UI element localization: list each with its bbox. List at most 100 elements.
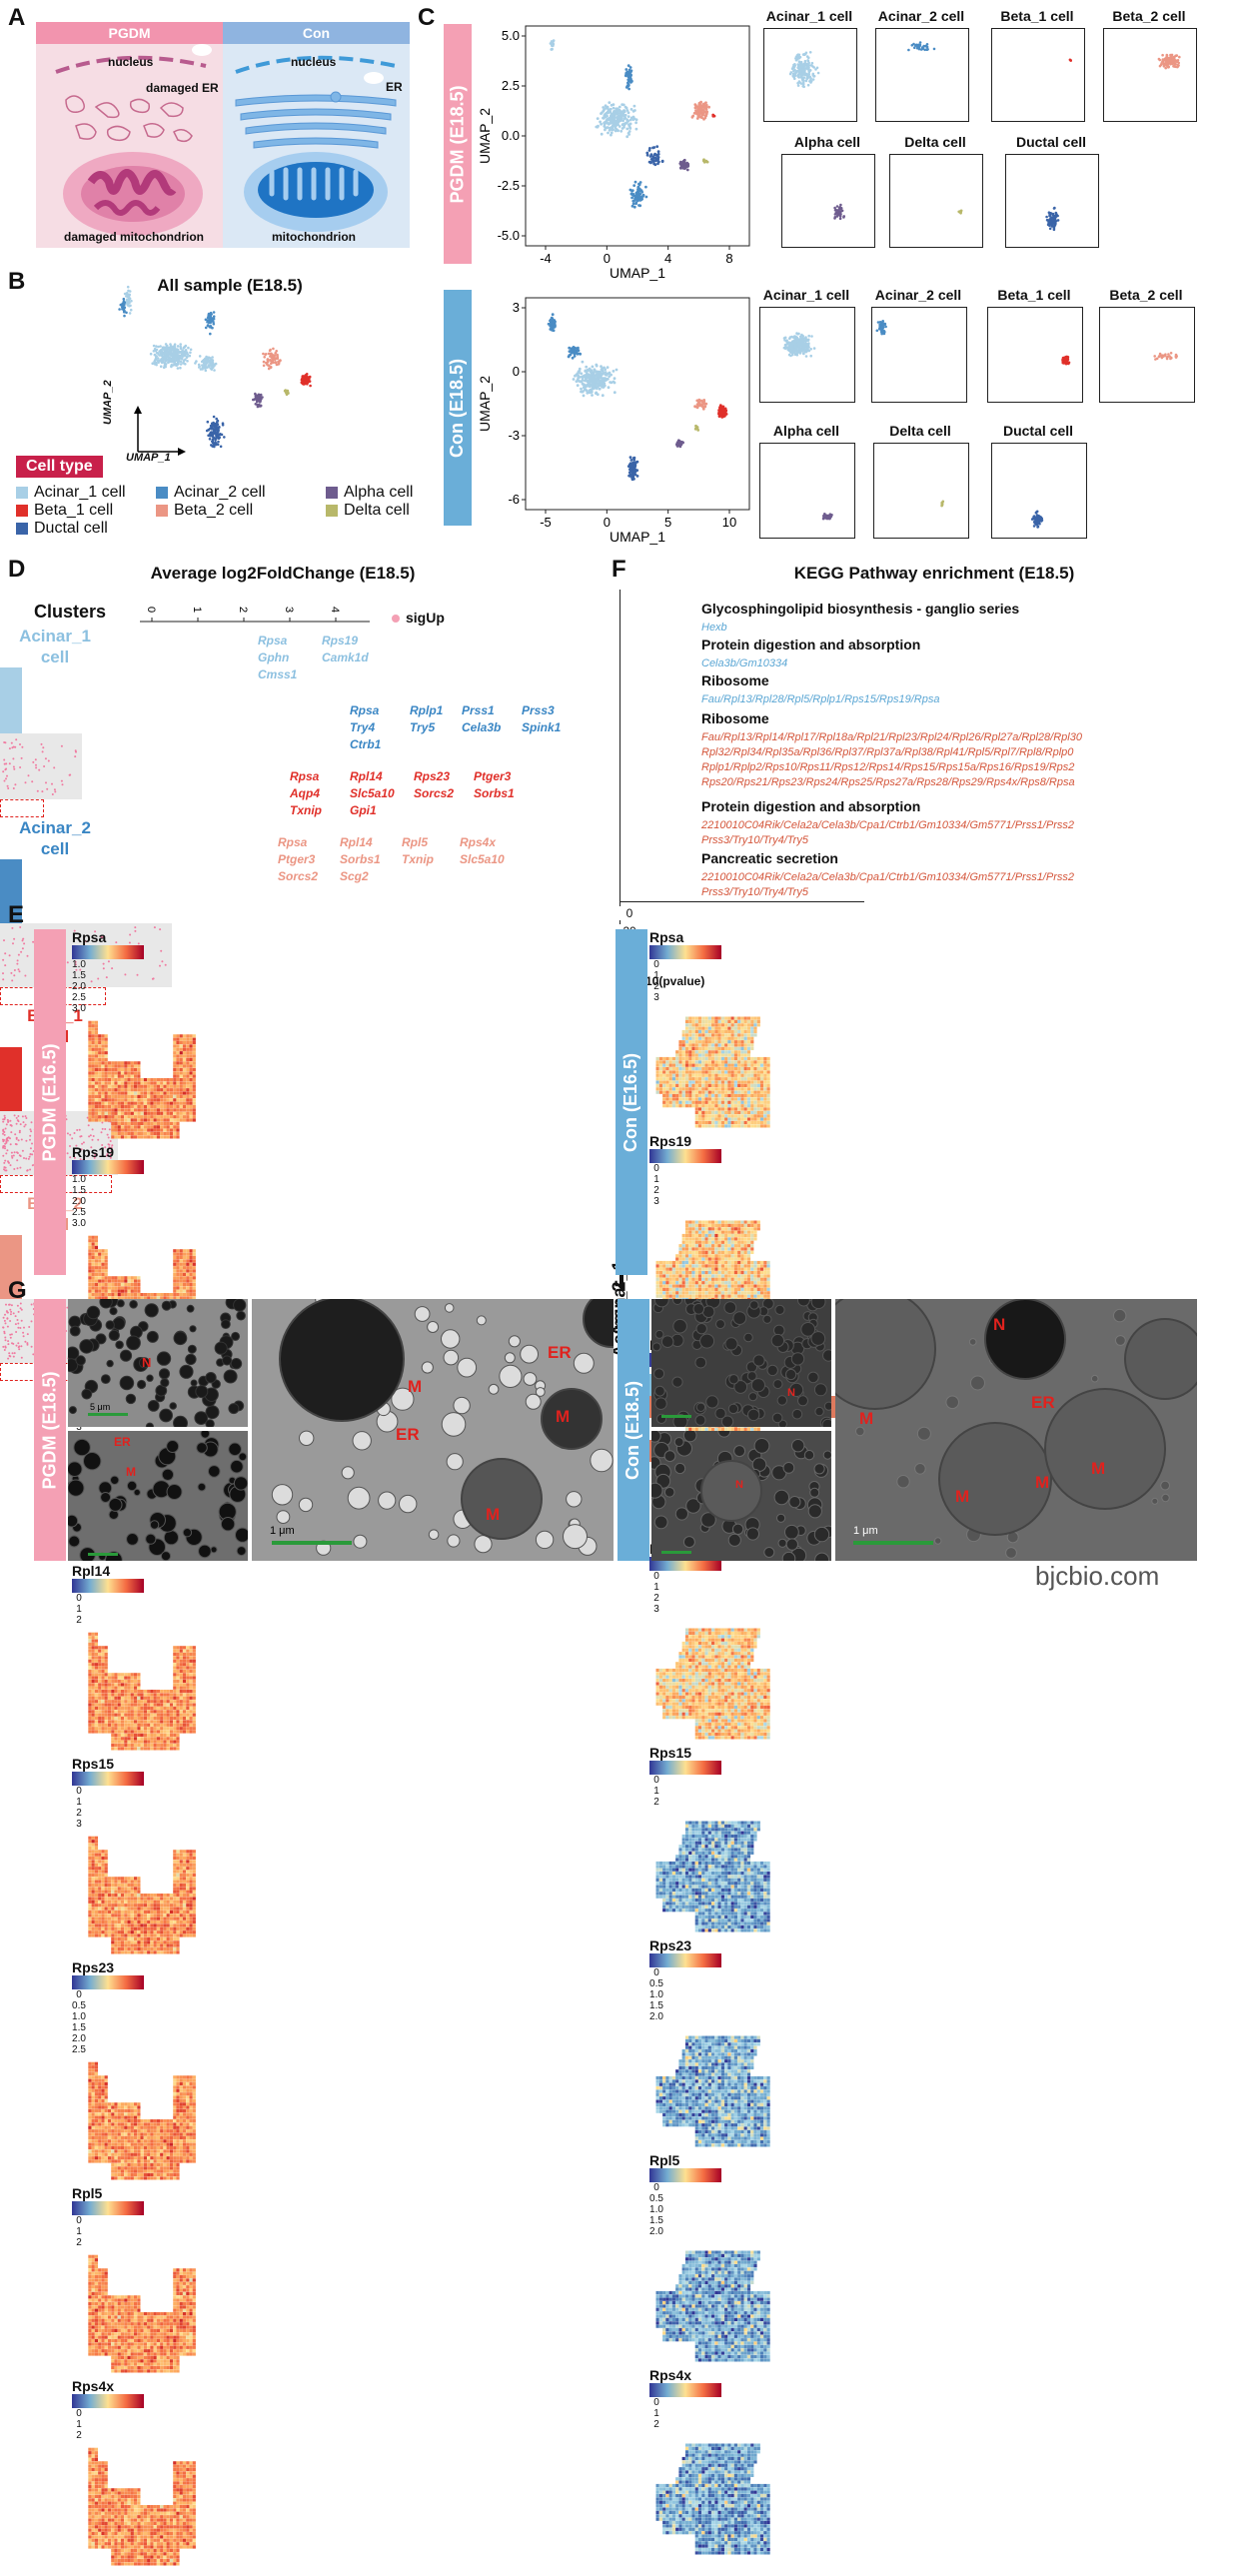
gene-dot (11, 1157, 13, 1159)
umap-point (599, 388, 602, 391)
spot (183, 1092, 186, 1095)
spot (105, 1095, 108, 1098)
legend-label: Delta cell (344, 502, 410, 519)
spot (193, 1041, 196, 1044)
spot (173, 1293, 176, 1296)
umap-point (605, 378, 608, 381)
spot (95, 1041, 98, 1044)
umap-point (155, 364, 158, 367)
umap-point (127, 290, 130, 293)
umap-point (589, 368, 592, 371)
cell-point (807, 84, 810, 87)
spot (92, 1290, 95, 1293)
spot (137, 1276, 140, 1279)
kegg-gene-list: 2210010C04Rik/Cela2a/Cela3b/Cpa1/Ctrb1/G… (701, 819, 1074, 831)
cell-point (810, 335, 813, 338)
spot (92, 1105, 95, 1108)
spot (105, 1118, 108, 1121)
spot (92, 1269, 95, 1272)
spot (121, 1112, 124, 1115)
gene-dot (25, 1117, 27, 1119)
spot (180, 1280, 183, 1283)
spot (167, 1118, 170, 1121)
gene-dot (7, 1121, 9, 1123)
spot (141, 1115, 144, 1118)
gene-dot (6, 1311, 8, 1313)
spot (92, 1102, 95, 1105)
umap-point (702, 408, 705, 411)
spot (183, 1088, 186, 1091)
spot (108, 1085, 111, 1088)
spot (98, 1293, 101, 1296)
gene-dot (3, 939, 5, 941)
spot (108, 1286, 111, 1289)
spot (180, 1058, 183, 1061)
umap-point (587, 376, 590, 379)
spot (157, 1095, 160, 1098)
umap-point (173, 357, 176, 360)
gene-dot (11, 979, 13, 981)
spot (95, 1095, 98, 1098)
con-e185-label: Con (E18.5) (448, 358, 469, 457)
spot (163, 1088, 166, 1091)
cell-point (792, 341, 795, 344)
spot (137, 1092, 140, 1095)
gene-dot (12, 942, 14, 944)
spot (105, 1034, 108, 1037)
spot (173, 1041, 176, 1044)
spot (180, 1105, 183, 1108)
spot (141, 1112, 144, 1115)
spot (128, 1132, 131, 1135)
spot (163, 1112, 166, 1115)
spot (124, 1290, 127, 1293)
spot (111, 1065, 114, 1068)
gene-dot (11, 1152, 13, 1154)
celltype-title: Delta cell (865, 423, 975, 439)
spot (193, 1249, 196, 1252)
spot (98, 1276, 101, 1279)
spot (92, 1243, 95, 1246)
gene-dot (6, 1149, 8, 1151)
gene-dot (2, 959, 4, 961)
spot (167, 1129, 170, 1132)
cell-point (915, 44, 918, 47)
spot (95, 1283, 98, 1286)
spot (114, 1122, 117, 1125)
gene-dot (14, 746, 16, 748)
spot (131, 1078, 134, 1081)
gene-dot (17, 1327, 19, 1329)
umap-point (263, 365, 266, 368)
spot (180, 1112, 183, 1115)
cell-point (805, 355, 808, 358)
gene-dot (19, 1154, 21, 1156)
gene-dot (29, 1139, 31, 1141)
umap-point (642, 194, 645, 197)
spot (92, 1276, 95, 1279)
umap-point (695, 106, 698, 109)
spot (160, 1085, 163, 1088)
spot (121, 1283, 124, 1286)
spot (124, 1132, 127, 1135)
spot (134, 1290, 137, 1293)
cell-point (807, 335, 810, 338)
spot (101, 1286, 104, 1289)
gene-dot (53, 766, 55, 768)
spot (105, 1286, 108, 1289)
pgdm-er-label: damaged ER (146, 81, 219, 95)
gene-dot (5, 1152, 7, 1154)
umap-point (215, 437, 218, 440)
kegg-gene-list: Fau/Rpl13/Rpl28/Rpl5/Rplp1/Rps15/Rps19/R… (701, 693, 939, 705)
spot (186, 1253, 189, 1256)
gene-dot (22, 1115, 24, 1117)
umap-point (552, 325, 555, 328)
umap-point (573, 378, 576, 381)
spot (137, 1071, 140, 1074)
gene-dot (25, 781, 27, 783)
cell-point (1033, 525, 1036, 528)
spot (101, 1290, 104, 1293)
umap-point (578, 380, 581, 383)
gene-dot (8, 1162, 10, 1164)
umap-point (645, 196, 648, 199)
cell-point (1169, 59, 1172, 62)
gene-label: Rpl14 (350, 769, 383, 783)
